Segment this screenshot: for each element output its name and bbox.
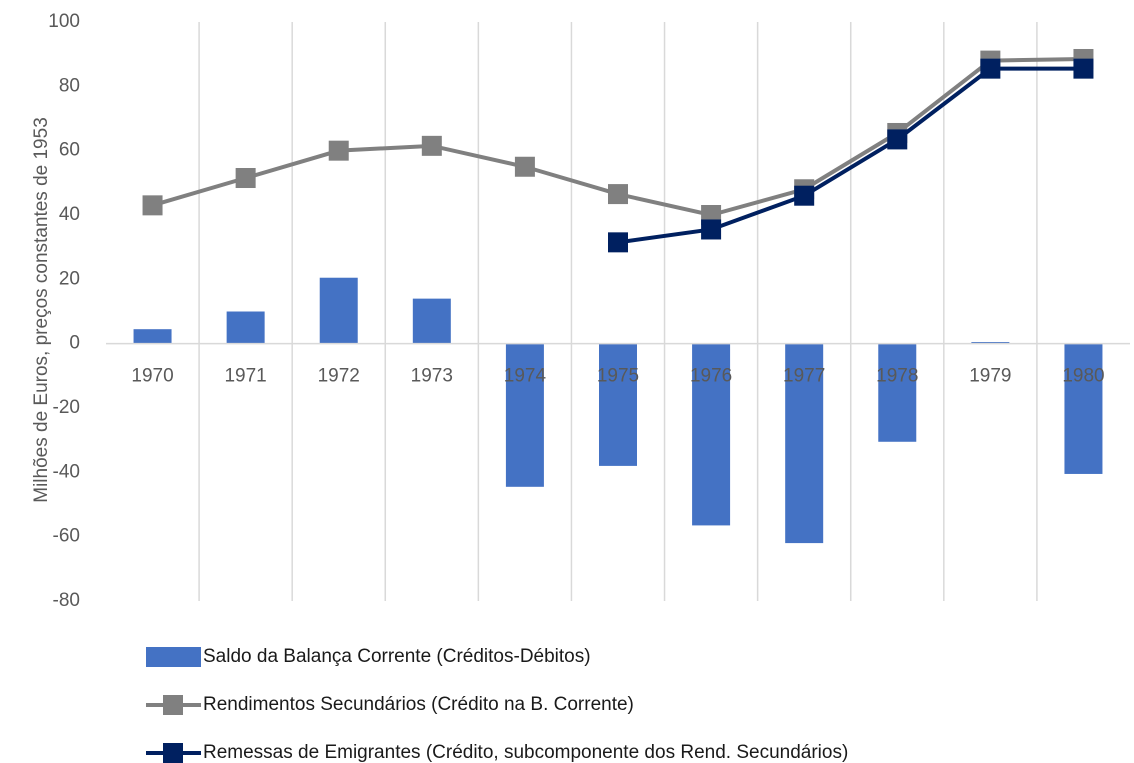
legend-label: Rendimentos Secundários (Crédito na B. C… (203, 694, 634, 715)
marker (514, 156, 535, 177)
marker (980, 58, 1001, 79)
y-axis-label: Milhões de Euros, preços constantes de 1… (31, 117, 52, 503)
legend-label: Remessas de Emigrantes (Crédito, subcomp… (203, 742, 848, 763)
y-tick-label: -40 (53, 461, 80, 482)
marker (1073, 58, 1094, 79)
y-tick-label: 20 (59, 268, 80, 289)
bar (785, 343, 824, 544)
x-tick-label: 1977 (783, 366, 825, 387)
x-tick-label: 1976 (690, 366, 732, 387)
marker (328, 140, 349, 161)
bar (971, 342, 1010, 344)
x-tick-label: 1978 (876, 366, 918, 387)
marker (235, 168, 256, 189)
bar (1064, 343, 1103, 474)
marker (794, 185, 815, 206)
marker (421, 135, 442, 156)
y-tick-label: 0 (69, 333, 80, 354)
x-tick-label: 1975 (597, 366, 639, 387)
y-tick-label: -80 (53, 590, 80, 611)
y-tick-label: 100 (48, 11, 80, 32)
y-tick-label: -20 (53, 397, 80, 418)
x-tick-label: 1979 (969, 366, 1011, 387)
marker (887, 129, 908, 150)
marker (701, 219, 722, 240)
bar (599, 343, 637, 466)
x-tick-label: 1970 (131, 366, 173, 387)
bar (878, 343, 917, 442)
y-tick-label: 80 (59, 75, 80, 96)
bar (319, 277, 358, 344)
x-tick-label: 1980 (1062, 366, 1104, 387)
bar (226, 311, 265, 344)
legend-swatch (146, 647, 201, 667)
legend-label: Saldo da Balança Corrente (Créditos-Débi… (203, 646, 591, 667)
bar (412, 298, 451, 344)
x-tick-label: 1974 (504, 366, 547, 387)
y-tick-label: -60 (53, 526, 80, 547)
line (617, 66, 1084, 245)
marker (142, 195, 163, 216)
y-tick-label: 40 (59, 204, 80, 225)
bar (133, 329, 172, 344)
marker (608, 184, 628, 205)
legend-swatch (163, 743, 183, 763)
marker (608, 232, 628, 253)
bar (692, 343, 731, 526)
legend-swatch (163, 695, 183, 715)
x-tick-label: 1972 (318, 366, 360, 387)
bar (505, 343, 544, 487)
x-tick-label: 1971 (224, 366, 266, 387)
x-tick-label: 1973 (411, 366, 453, 387)
y-tick-label: 60 (59, 140, 80, 161)
